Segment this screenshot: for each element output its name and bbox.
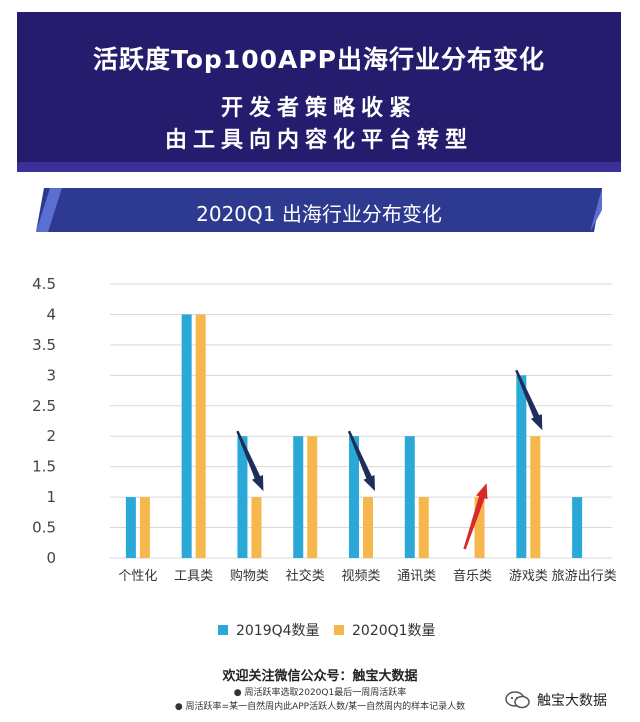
bar-2020q1 [530, 436, 541, 558]
bar-2020q1 [251, 497, 262, 558]
arrow-down-icon [347, 430, 375, 492]
bar-chart: 0 0.5 1 1.5 2 2.5 3 3.5 4 4.5 个性化 工具类 购物类 社交类 视频类 通讯类 音… [32, 275, 616, 584]
arrow-up-icon [463, 483, 488, 550]
bar-2020q1 [139, 497, 150, 558]
bar-2019q4 [181, 314, 192, 558]
bar-2020q1 [474, 497, 485, 558]
arrow-down-icon [236, 430, 264, 492]
header-banner: 活跃度Top100APP出海行业分布变化 开发者策略收紧 由工具向内容化平台转型 [17, 12, 621, 172]
bar-2020q1 [418, 497, 429, 558]
bar-2019q4 [237, 436, 248, 558]
y-tick-label: 2 [46, 427, 56, 445]
bar-2019q4 [404, 436, 415, 558]
section-title: 2020Q1 出海行业分布变化 [196, 202, 442, 226]
y-tick-label: 3.5 [32, 336, 56, 354]
x-category-label: 个性化 [118, 569, 157, 584]
y-tick-label: 4 [46, 305, 56, 323]
footer-note-2: ● 周活跃率=某一自然周内此APP活跃人数/某一自然周内的样本记录人数 [174, 702, 466, 712]
y-tick-label: 1 [46, 488, 56, 506]
trend-arrows [236, 369, 543, 550]
legend-item-2019q4: 2019Q4数量 [218, 620, 320, 640]
section-title-bar: 2020Q1 出海行业分布变化 [36, 188, 614, 232]
page-subtitle-line-2: 由工具向内容化平台转型 [164, 128, 473, 153]
footer-note-1: ● 周活跃率选取2020Q1最后一周周活跃率 [233, 688, 407, 698]
x-category-label: 通讯类 [397, 569, 436, 584]
bar-2020q1 [363, 497, 373, 558]
x-category-label: 购物类 [230, 568, 269, 584]
brand-mark: 触宝大数据 [505, 690, 607, 710]
x-axis-categories: 个性化 工具类 购物类 社交类 视频类 通讯类 音乐类 游戏类 旅游出行类 [118, 568, 616, 584]
bar-2019q4 [293, 436, 304, 558]
legend-swatch-2020q1 [334, 625, 344, 635]
wechat-icon [505, 691, 530, 709]
banner-stripe [17, 162, 621, 172]
bar-2020q1 [307, 436, 318, 558]
arrow-down-icon [515, 369, 543, 431]
x-category-label: 音乐类 [453, 568, 492, 584]
footer-follow-text: 欢迎关注微信公众号：触宝大数据 [222, 669, 418, 684]
x-category-label: 视频类 [341, 569, 380, 584]
chart-bars [125, 314, 583, 558]
bar-2020q1 [195, 314, 206, 558]
y-tick-label: 3 [46, 366, 56, 384]
x-category-label: 旅游出行类 [552, 569, 617, 584]
page-title: 活跃度Top100APP出海行业分布变化 [93, 45, 545, 74]
legend-swatch-2019q4 [218, 625, 228, 635]
legend-label-2020q1: 2020Q1数量 [352, 623, 436, 639]
bar-2019q4 [572, 497, 583, 558]
bar-2019q4 [349, 436, 359, 558]
legend-label-2019q4: 2019Q4数量 [236, 623, 320, 639]
y-tick-label: 2.5 [32, 397, 56, 415]
bar-2019q4 [125, 497, 136, 558]
legend-item-2020q1: 2020Q1数量 [334, 620, 436, 640]
x-category-label: 游戏类 [509, 569, 548, 584]
y-tick-label: 4.5 [32, 275, 56, 293]
y-tick-label: 0.5 [32, 519, 56, 537]
y-tick-label: 1.5 [32, 458, 56, 476]
y-axis-ticks: 0 0.5 1 1.5 2 2.5 3 3.5 4 4.5 [32, 275, 56, 567]
page-subtitle-line-1: 开发者策略收紧 [220, 96, 417, 121]
x-category-label: 工具类 [174, 569, 213, 584]
brand-name: 触宝大数据 [537, 693, 607, 709]
x-category-label: 社交类 [286, 568, 325, 584]
chart-legend: 2019Q4数量 2020Q1数量 [0, 620, 640, 640]
y-tick-label: 0 [46, 549, 56, 567]
chart-grid [110, 283, 612, 559]
bar-2019q4 [516, 375, 527, 558]
